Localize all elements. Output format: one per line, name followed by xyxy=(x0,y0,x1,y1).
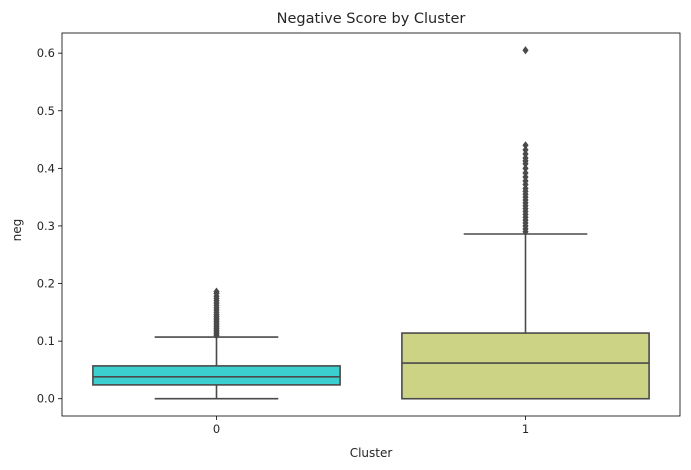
y-tick-label: 0.1 xyxy=(37,334,55,348)
plot-area xyxy=(61,32,681,417)
outlier-point xyxy=(522,168,529,178)
outlier-point xyxy=(522,145,529,155)
chart-title: Negative Score by Cluster xyxy=(277,11,466,27)
iqr-box xyxy=(401,332,650,400)
y-tick-label: 0.3 xyxy=(37,219,55,233)
plot-frame xyxy=(61,32,681,417)
iqr-box xyxy=(92,365,341,386)
box-1 xyxy=(401,46,650,400)
y-tick-label: 0.2 xyxy=(37,277,55,291)
outlier-point xyxy=(213,287,220,296)
x-axis-label: Cluster xyxy=(350,446,393,460)
x-tick-label: 1 xyxy=(522,422,529,436)
y-axis-label: neg xyxy=(10,219,24,242)
outlier-point xyxy=(522,46,529,55)
y-tick-label: 0.0 xyxy=(37,392,55,406)
box-0 xyxy=(92,287,341,400)
outlier-point xyxy=(522,141,529,150)
y-axis: 0.0 0.1 0.2 0.3 0.4 0.5 0.6 xyxy=(37,46,62,406)
outlier-point xyxy=(522,164,529,173)
y-tick-label: 0.4 xyxy=(37,161,55,175)
x-tick-label: 0 xyxy=(213,422,220,436)
y-tick-label: 0.6 xyxy=(37,46,55,60)
y-tick-label: 0.5 xyxy=(37,104,55,118)
